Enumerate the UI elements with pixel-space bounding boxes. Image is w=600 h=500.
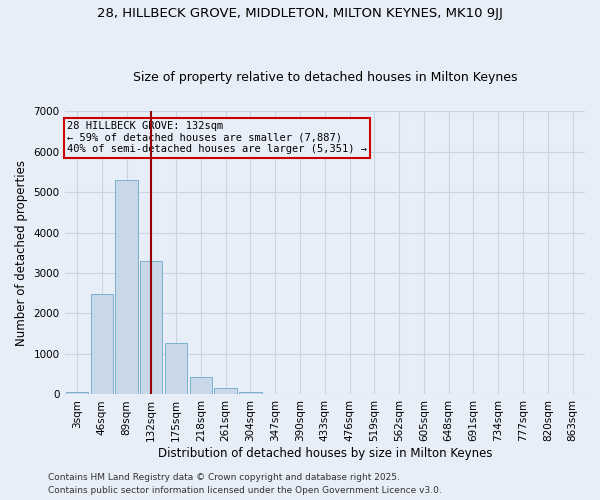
Bar <box>66 392 88 394</box>
Bar <box>239 392 262 394</box>
Bar <box>214 388 237 394</box>
X-axis label: Distribution of detached houses by size in Milton Keynes: Distribution of detached houses by size … <box>158 447 492 460</box>
Text: Contains HM Land Registry data © Crown copyright and database right 2025.
Contai: Contains HM Land Registry data © Crown c… <box>48 474 442 495</box>
Bar <box>115 180 137 394</box>
Y-axis label: Number of detached properties: Number of detached properties <box>15 160 28 346</box>
Text: 28 HILLBECK GROVE: 132sqm
← 59% of detached houses are smaller (7,887)
40% of se: 28 HILLBECK GROVE: 132sqm ← 59% of detac… <box>67 121 367 154</box>
Bar <box>91 294 113 394</box>
Bar <box>190 377 212 394</box>
Bar <box>165 343 187 394</box>
Title: Size of property relative to detached houses in Milton Keynes: Size of property relative to detached ho… <box>133 70 517 84</box>
Bar <box>140 262 163 394</box>
Text: 28, HILLBECK GROVE, MIDDLETON, MILTON KEYNES, MK10 9JJ: 28, HILLBECK GROVE, MIDDLETON, MILTON KE… <box>97 8 503 20</box>
